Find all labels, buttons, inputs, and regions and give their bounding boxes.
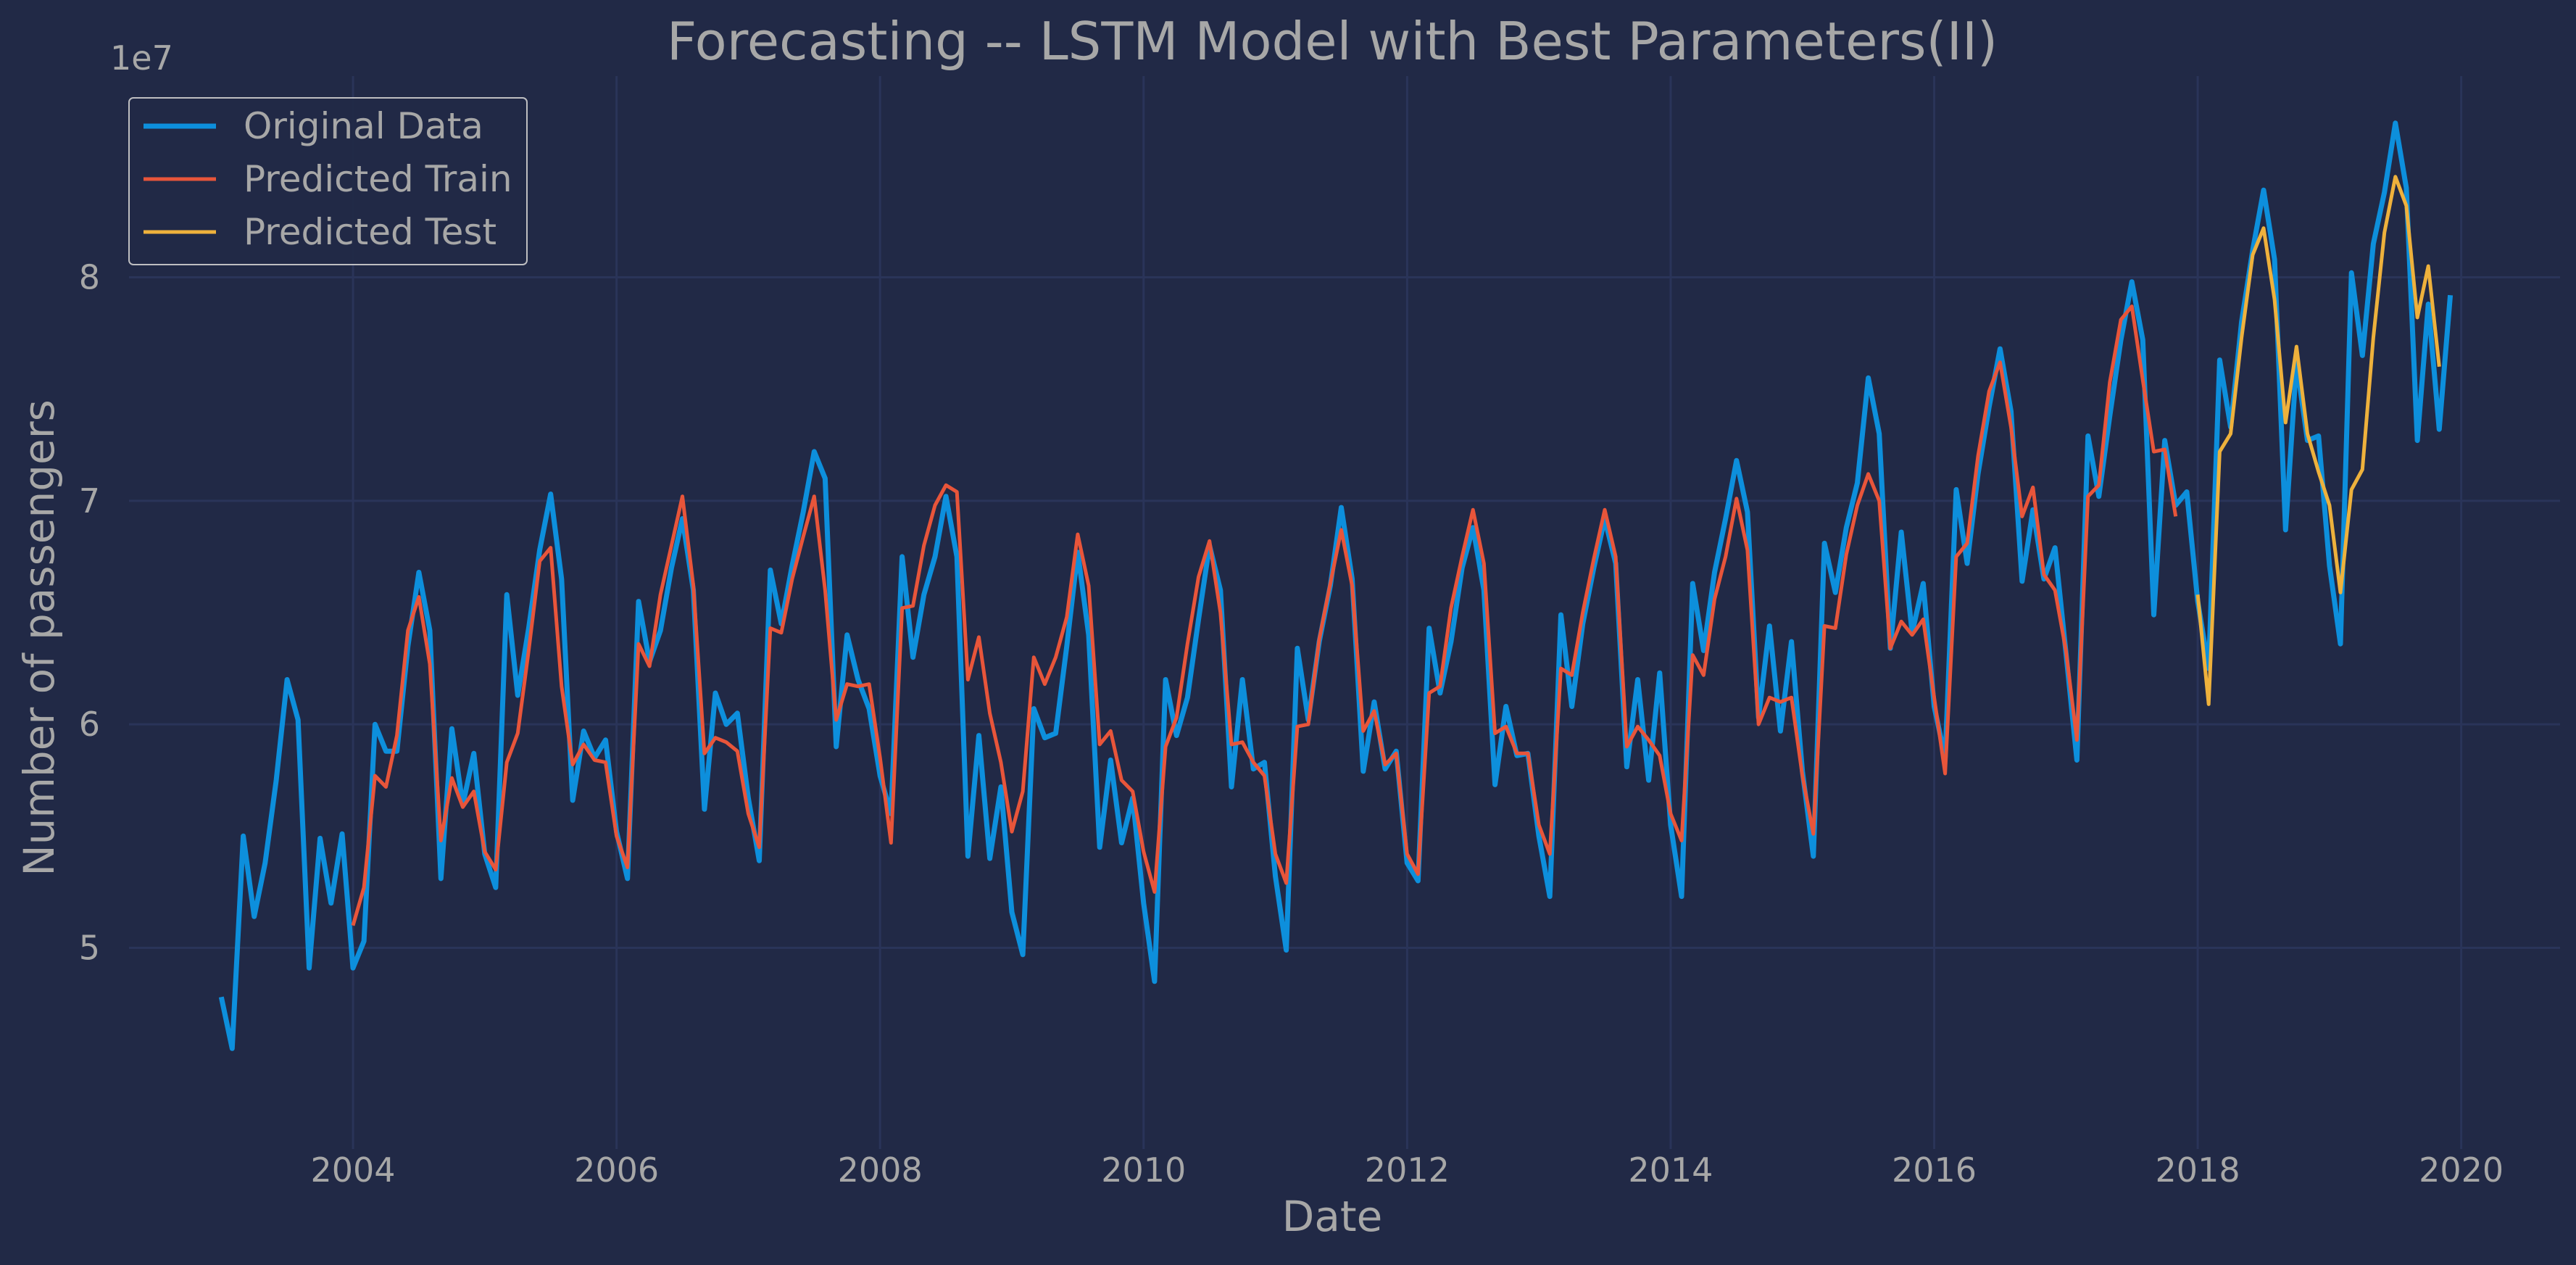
y-tick-label: 5 (79, 929, 100, 968)
legend-label-test: Predicted Test (244, 211, 496, 253)
y-tick-label: 6 (79, 705, 100, 744)
chart-title: Forecasting -- LSTM Model with Best Para… (667, 11, 1998, 72)
legend-label-original: Original Data (244, 105, 483, 147)
x-tick-label: 2014 (1628, 1150, 1713, 1190)
x-tick-label: 2020 (2419, 1150, 2504, 1190)
x-tick-label: 2004 (311, 1150, 396, 1190)
ticks-layer: 2004 2006 2008 2010 2012 2014 2016 2018 2020 5 6 7 8 (79, 258, 2504, 1190)
y-multiplier-label: 1e7 (110, 38, 173, 78)
series-line-predicted-train (351, 304, 2178, 926)
grid (129, 76, 2560, 1149)
legend: Original Data Predicted Train Predicted … (128, 97, 528, 265)
y-axis-label: Number of passengers (14, 399, 64, 876)
legend-box (128, 97, 528, 265)
x-tick-label: 2008 (838, 1150, 923, 1190)
x-tick-label: 2006 (574, 1150, 659, 1190)
x-tick-label: 2010 (1101, 1150, 1186, 1190)
x-tick-label: 2012 (1365, 1150, 1450, 1190)
x-tick-label: 2018 (2156, 1150, 2240, 1190)
y-tick-label: 8 (79, 258, 100, 297)
series-layer (218, 120, 2454, 1051)
x-tick-label: 2016 (1892, 1150, 1977, 1190)
legend-label-train: Predicted Train (244, 158, 512, 200)
x-axis-label: Date (1282, 1192, 1383, 1241)
series-line-predicted-test (2195, 175, 2441, 706)
y-tick-label: 7 (79, 481, 100, 520)
